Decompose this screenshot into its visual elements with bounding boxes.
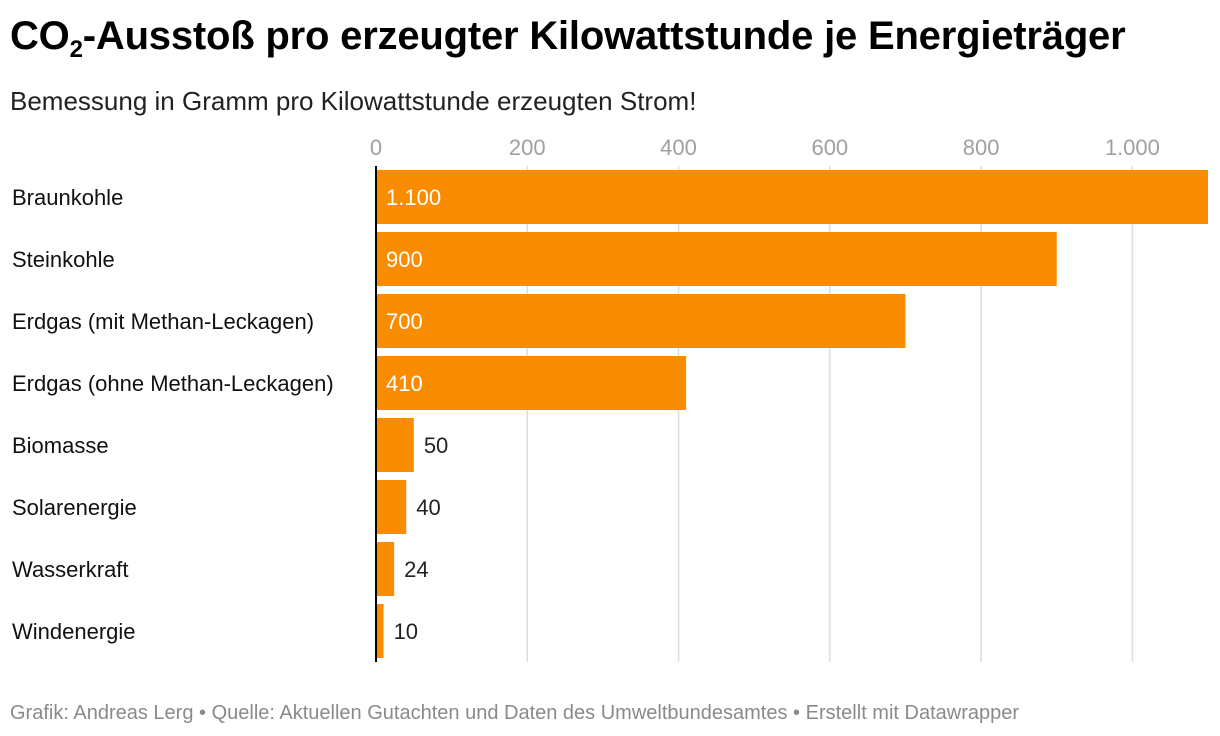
category-label: Steinkohle	[12, 247, 115, 272]
x-tick-label: 1.000	[1105, 135, 1160, 160]
category-label: Erdgas (ohne Methan-Leckagen)	[12, 371, 334, 396]
category-label: Biomasse	[12, 433, 109, 458]
value-label: 700	[386, 309, 423, 334]
value-label: 410	[386, 371, 423, 396]
credit-label: Grafik:	[10, 702, 69, 724]
category-label: Solarenergie	[12, 495, 137, 520]
category-label: Erdgas (mit Methan-Leckagen)	[12, 309, 314, 334]
x-tick-label: 800	[963, 135, 1000, 160]
bar	[376, 418, 414, 472]
value-label: 900	[386, 247, 423, 272]
category-label: Windenergie	[12, 619, 136, 644]
tool-credit: Erstellt mit Datawrapper	[805, 702, 1020, 724]
value-label: 50	[424, 433, 448, 458]
value-label: 40	[416, 495, 440, 520]
x-tick-label: 600	[811, 135, 848, 160]
x-tick-label: 200	[509, 135, 546, 160]
bar	[376, 294, 906, 348]
title-subscript: 2	[69, 36, 83, 63]
source-label: Quelle:	[211, 702, 275, 724]
bar	[376, 542, 395, 596]
bar	[376, 170, 1208, 224]
bar	[376, 356, 687, 410]
x-tick-label: 400	[660, 135, 697, 160]
chart-subtitle: Bemessung in Gramm pro Kilowattstunde er…	[10, 86, 697, 116]
bar-chart: 0 200 400 600 800 1.000 Braunkohle 1.100 Steinko…	[12, 135, 1208, 662]
value-label: 1.100	[386, 185, 441, 210]
category-label: Braunkohle	[12, 185, 123, 210]
value-label: 24	[404, 557, 428, 582]
bar	[376, 604, 384, 658]
chart-footer: Grafik: Andreas Lerg • Quelle: Aktuellen…	[10, 700, 1019, 726]
footer-separator: •	[793, 702, 801, 724]
source-text: Aktuellen Gutachten und Daten des Umwelt…	[279, 702, 788, 724]
credit-author: Andreas Lerg	[73, 702, 194, 724]
x-tick-label: 0	[370, 135, 382, 160]
title-part1: CO	[10, 14, 70, 58]
title-part2: -Ausstoß pro erzeugter Kilowattstunde je…	[82, 14, 1126, 58]
chart-title: CO2-Ausstoß pro erzeugter Kilowattstunde…	[10, 10, 1126, 63]
category-label: Wasserkraft	[12, 557, 129, 582]
footer-separator: •	[199, 702, 207, 724]
bar	[376, 480, 407, 534]
bar	[376, 232, 1057, 286]
value-label: 10	[394, 619, 418, 644]
